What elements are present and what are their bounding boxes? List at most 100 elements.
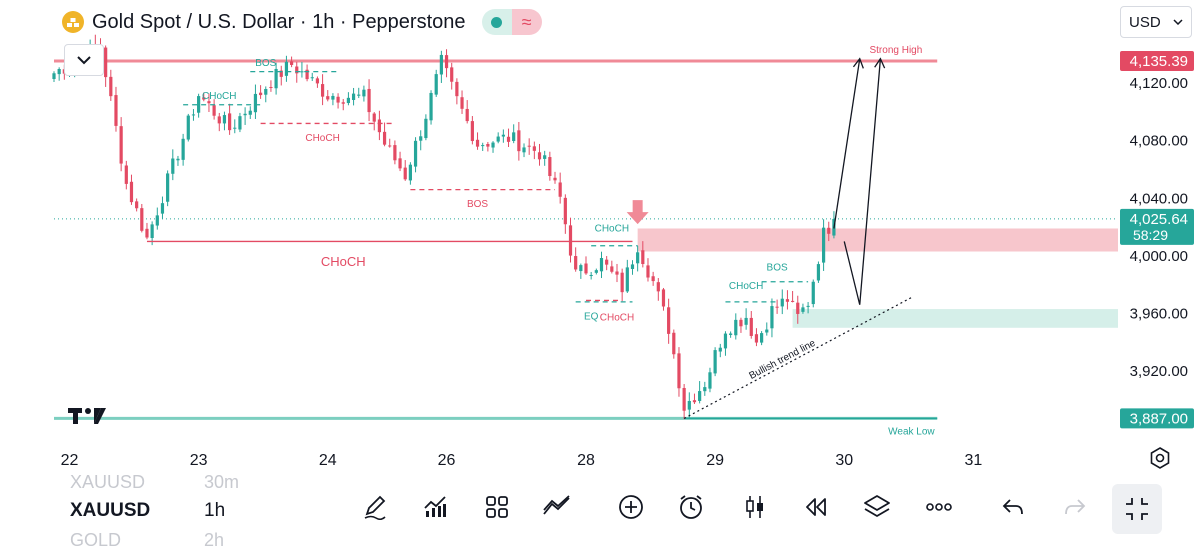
candle-body: [274, 68, 278, 89]
add-button[interactable]: [614, 490, 648, 524]
chart-settings-icon[interactable]: [1148, 446, 1172, 470]
indicators-button[interactable]: [418, 490, 452, 524]
chart-type-button[interactable]: [738, 490, 772, 524]
candle-body: [450, 67, 454, 82]
candle-body: [827, 227, 831, 234]
candle-body: [532, 146, 536, 151]
add-icon: [619, 495, 643, 519]
replay-button[interactable]: [798, 490, 832, 524]
candle-body: [181, 138, 185, 160]
interval-next[interactable]: 2h: [204, 530, 225, 550]
candle-body: [584, 263, 588, 274]
candle-body: [558, 182, 562, 197]
pen-button[interactable]: [358, 490, 392, 524]
market-status-pill[interactable]: ≈: [481, 9, 542, 35]
candle-body: [124, 165, 128, 184]
choch-line-4-label: CHoCH: [595, 223, 629, 234]
more-button[interactable]: [922, 490, 956, 524]
compare-button[interactable]: [540, 490, 574, 524]
candle-body: [202, 97, 206, 100]
candle-body: [661, 289, 666, 307]
candle-body: [729, 333, 733, 335]
candle-body: [615, 271, 619, 275]
candle-body: [672, 332, 676, 355]
candle-body: [506, 136, 511, 142]
candle-body: [171, 158, 175, 174]
candles-icon: [746, 496, 763, 518]
candle-body: [140, 208, 144, 231]
x-tick-label: 29: [706, 452, 724, 469]
candle-body: [269, 86, 273, 88]
collapse-legend-button[interactable]: [64, 44, 104, 76]
candle-body: [434, 74, 438, 95]
projection-path: [843, 57, 886, 305]
candle-body: [816, 264, 821, 281]
layers-icon: [864, 495, 890, 517]
templates-button[interactable]: [480, 490, 514, 524]
fullscreen-button[interactable]: [1112, 484, 1162, 534]
candle-body: [687, 400, 691, 410]
candle-body: [315, 78, 320, 84]
candle-body: [346, 97, 351, 104]
y-tick-label: 3,920.00: [1130, 363, 1188, 380]
candle-body: [760, 333, 764, 343]
price-tag-label: 4,025.64: [1130, 211, 1188, 228]
candle-body: [439, 54, 443, 75]
candle-body: [114, 95, 118, 126]
alert-button[interactable]: [674, 490, 708, 524]
candle-body: [651, 276, 655, 282]
candle-body: [382, 131, 387, 145]
candle-body: [610, 266, 614, 272]
candle-body: [455, 81, 459, 97]
candle-body: [191, 114, 196, 116]
candle-body: [806, 305, 810, 307]
layers-button[interactable]: [860, 490, 894, 524]
choch-line-2-label: CHoCH: [305, 133, 339, 144]
interval-current[interactable]: 1h: [204, 500, 226, 521]
candle-body: [336, 96, 340, 103]
pen-icon: [364, 495, 386, 520]
candle-body: [734, 319, 738, 336]
candle-body: [656, 282, 660, 292]
price-tag: [1120, 208, 1194, 245]
candle-body: [279, 70, 283, 77]
tradingview-logo-icon: [68, 402, 108, 433]
candle-body: [589, 274, 593, 276]
candle-body: [289, 61, 294, 65]
candle-body: [57, 69, 61, 75]
symbol-prev[interactable]: XAUUSD: [70, 472, 146, 492]
x-tick-label: 24: [319, 452, 337, 469]
undo-button[interactable]: [996, 490, 1030, 524]
candle-body: [801, 307, 805, 312]
candle-body: [718, 347, 722, 352]
candle-body: [217, 116, 221, 124]
candle-body: [295, 66, 299, 74]
candle-body: [377, 119, 381, 133]
candle-body: [677, 353, 681, 389]
market-open-icon: [481, 9, 512, 35]
redo-button[interactable]: [1058, 490, 1092, 524]
candle-body: [145, 228, 149, 238]
candle-body: [770, 306, 774, 329]
interval-prev[interactable]: 30m: [204, 472, 240, 492]
candle-body: [785, 299, 790, 302]
candle-body: [413, 140, 418, 167]
strong-high-label: Strong High: [869, 45, 922, 56]
candle-body: [460, 97, 464, 109]
symbol-next[interactable]: GOLD: [70, 530, 122, 550]
candle-body: [568, 225, 573, 256]
candle-body: [744, 317, 748, 325]
x-tick-label: 23: [190, 452, 208, 469]
candle-body: [796, 302, 800, 314]
candle-body: [362, 89, 366, 97]
candle-body: [811, 281, 815, 305]
candle-body: [444, 55, 449, 69]
y-tick-label: 3,960.00: [1130, 305, 1188, 322]
candle-body: [408, 164, 412, 181]
demand-zone: [792, 309, 1118, 328]
candle-body: [388, 145, 392, 147]
chevron-down-icon: [1173, 19, 1183, 25]
symbol-current[interactable]: XAUUSD: [70, 500, 151, 521]
currency-select[interactable]: USD: [1120, 6, 1192, 38]
